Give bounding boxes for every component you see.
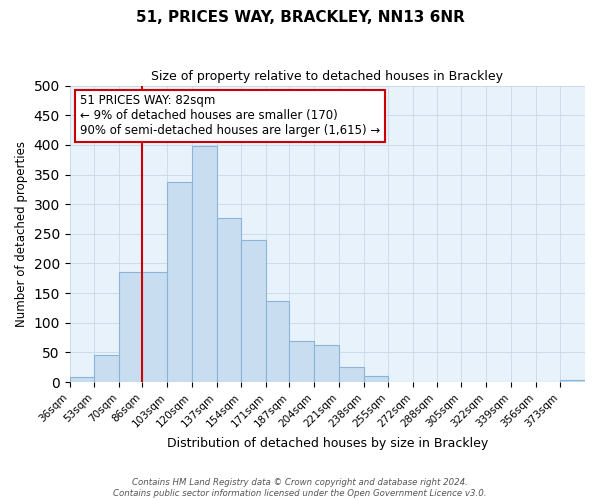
X-axis label: Distribution of detached houses by size in Brackley: Distribution of detached houses by size … (167, 437, 488, 450)
Bar (119, 272, 142, 382)
Bar (70, 378, 94, 382)
Bar (339, 368, 364, 382)
Text: Contains HM Land Registry data © Crown copyright and database right 2024.
Contai: Contains HM Land Registry data © Crown c… (113, 478, 487, 498)
Y-axis label: Number of detached properties: Number of detached properties (15, 141, 28, 327)
Bar (94, 355, 119, 382)
Bar (560, 380, 585, 382)
Bar (364, 376, 388, 382)
Text: 51, PRICES WAY, BRACKLEY, NN13 6NR: 51, PRICES WAY, BRACKLEY, NN13 6NR (136, 10, 464, 25)
Title: Size of property relative to detached houses in Brackley: Size of property relative to detached ho… (151, 70, 503, 83)
Text: 51 PRICES WAY: 82sqm
← 9% of detached houses are smaller (170)
90% of semi-detac: 51 PRICES WAY: 82sqm ← 9% of detached ho… (80, 94, 380, 138)
Bar (241, 240, 266, 382)
Bar (142, 272, 167, 382)
Bar (266, 302, 289, 382)
Bar (192, 146, 217, 382)
Bar (289, 340, 314, 382)
Bar (167, 182, 192, 382)
Bar (314, 346, 339, 382)
Bar (217, 218, 241, 382)
